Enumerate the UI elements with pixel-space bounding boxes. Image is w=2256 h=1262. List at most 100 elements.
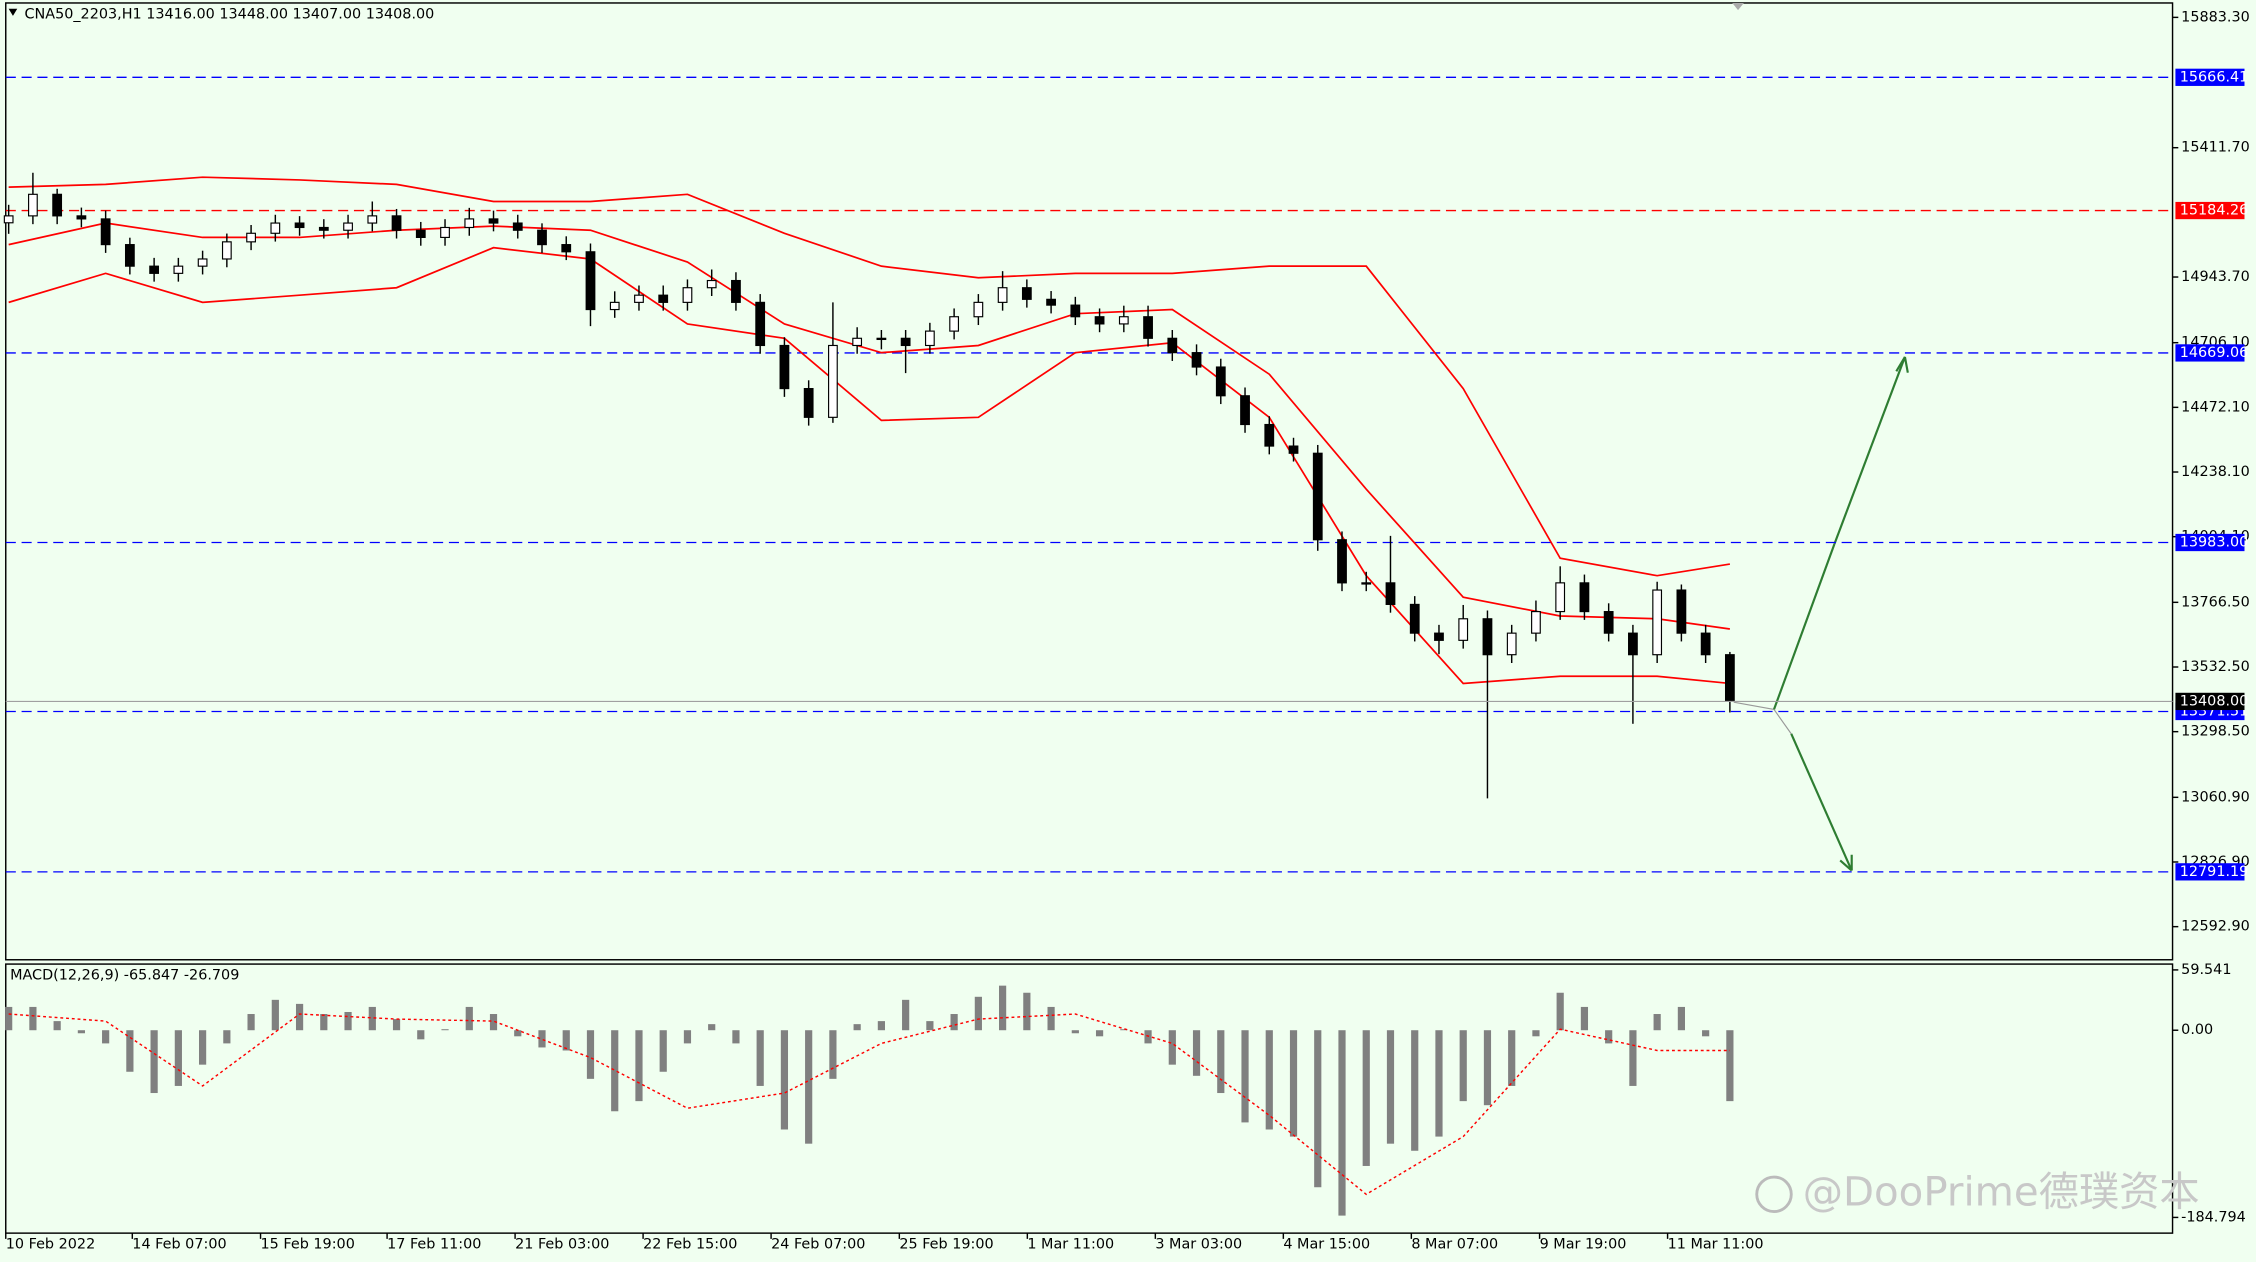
candle-body [1434, 632, 1444, 641]
candle-body [1458, 618, 1469, 641]
macd-bar [611, 1030, 619, 1112]
macd-bar [974, 996, 982, 1031]
macd-signal [8, 1013, 1730, 1196]
candle-body [1288, 445, 1299, 454]
candle-body [1603, 611, 1614, 634]
candle-body [1118, 316, 1129, 325]
candle-body [828, 344, 838, 418]
level-label-box [2175, 344, 2245, 362]
y-tick-label: 15411.70 [2181, 140, 2250, 156]
macd-bar [708, 1024, 716, 1031]
candle-body [76, 215, 87, 220]
up-arrow-head [1895, 356, 1909, 373]
y-tick-label: 59.541 [2181, 962, 2231, 978]
candle-body [1724, 654, 1735, 702]
candle-body [149, 265, 160, 274]
candle-body [1143, 316, 1153, 339]
level-label: 15184.26 [2180, 203, 2249, 219]
macd-bar [902, 999, 910, 1031]
candle-body [731, 279, 741, 303]
candle-body [876, 337, 887, 341]
bollinger-lower [8, 246, 1730, 685]
macd-bar [1435, 1030, 1443, 1137]
macd-bar [465, 1006, 473, 1031]
candle-body [1070, 304, 1081, 318]
macd-bar [1241, 1030, 1249, 1123]
x-tick-label: 1 Mar 11:00 [1027, 1237, 1114, 1253]
candle-body [682, 287, 693, 303]
macd-bar [1605, 1030, 1613, 1044]
macd-bar [1023, 992, 1031, 1031]
candle-body [1409, 603, 1420, 634]
candle-body [3, 215, 14, 224]
candle-body [367, 215, 378, 224]
macd-bar [223, 1030, 231, 1044]
macd-bar [586, 1030, 595, 1079]
macd-bar [5, 1006, 13, 1031]
macd-bar [320, 1014, 328, 1031]
candle-body [658, 294, 669, 303]
candle-body [973, 301, 984, 318]
candle-body [173, 265, 184, 274]
current-price-label: 13408.00 [2180, 693, 2249, 709]
candle-body [28, 193, 38, 217]
down-arrow-head [1839, 854, 1853, 872]
macd-bar [1168, 1030, 1176, 1065]
x-tick-label: 22 Feb 15:00 [643, 1237, 737, 1253]
candle-body [270, 222, 281, 234]
macd-bar [1508, 1030, 1516, 1086]
candle-body [343, 222, 353, 231]
up-arrow-leg [1833, 356, 1906, 545]
macd-bar [853, 1024, 861, 1031]
macd-bar [77, 1030, 85, 1034]
candle-body [221, 241, 232, 260]
candle-body [100, 218, 111, 246]
macd-bar [344, 1011, 352, 1031]
macd-bar [1726, 1030, 1734, 1102]
macd-bar [1411, 1030, 1419, 1151]
macd-bar [926, 1021, 934, 1031]
candle-body [464, 218, 475, 229]
candle-body [512, 222, 523, 231]
candle-body [924, 330, 935, 347]
macd-bar [514, 1030, 522, 1037]
watermark: @DooPrime德璞资本 [1803, 1169, 2200, 1215]
level-label-box [2175, 863, 2245, 881]
macd-bar [1338, 1030, 1346, 1216]
macd-bar [29, 1006, 37, 1031]
macd-bar [1677, 1006, 1685, 1031]
y-tick-label: 14238.10 [2181, 464, 2250, 480]
current-price-box [2175, 692, 2245, 711]
candle-body [1337, 539, 1347, 584]
macd-bar [1532, 1030, 1540, 1037]
macd-bar [635, 1030, 643, 1102]
macd-bar [392, 1019, 401, 1031]
candle-body [1652, 589, 1663, 656]
candle-body [1046, 298, 1056, 306]
candle-body [1385, 582, 1396, 605]
macd-bar [53, 1021, 61, 1031]
macd-bar [1362, 1030, 1370, 1166]
candle-body [440, 226, 450, 239]
macd-bar [174, 1030, 182, 1086]
macd-bar [1192, 1030, 1201, 1076]
macd-bar [150, 1030, 158, 1094]
y-tick-label: 14943.70 [2181, 269, 2250, 285]
x-tick-label: 14 Feb 07:00 [132, 1237, 226, 1253]
candle-body [1555, 582, 1566, 613]
candle-body [755, 301, 766, 347]
candle-body [294, 222, 305, 229]
bollinger-middle [8, 222, 1731, 630]
candle-body [1676, 589, 1687, 634]
macd-bar [1556, 992, 1564, 1031]
macd-bar [247, 1014, 255, 1031]
candle-body [1167, 337, 1178, 354]
level-label-box [2175, 68, 2245, 86]
candle-body [537, 229, 547, 246]
watermark-logo [1755, 1175, 1793, 1213]
candle-body [1264, 423, 1275, 447]
macd-bar [732, 1030, 740, 1044]
candle-body [706, 279, 717, 289]
